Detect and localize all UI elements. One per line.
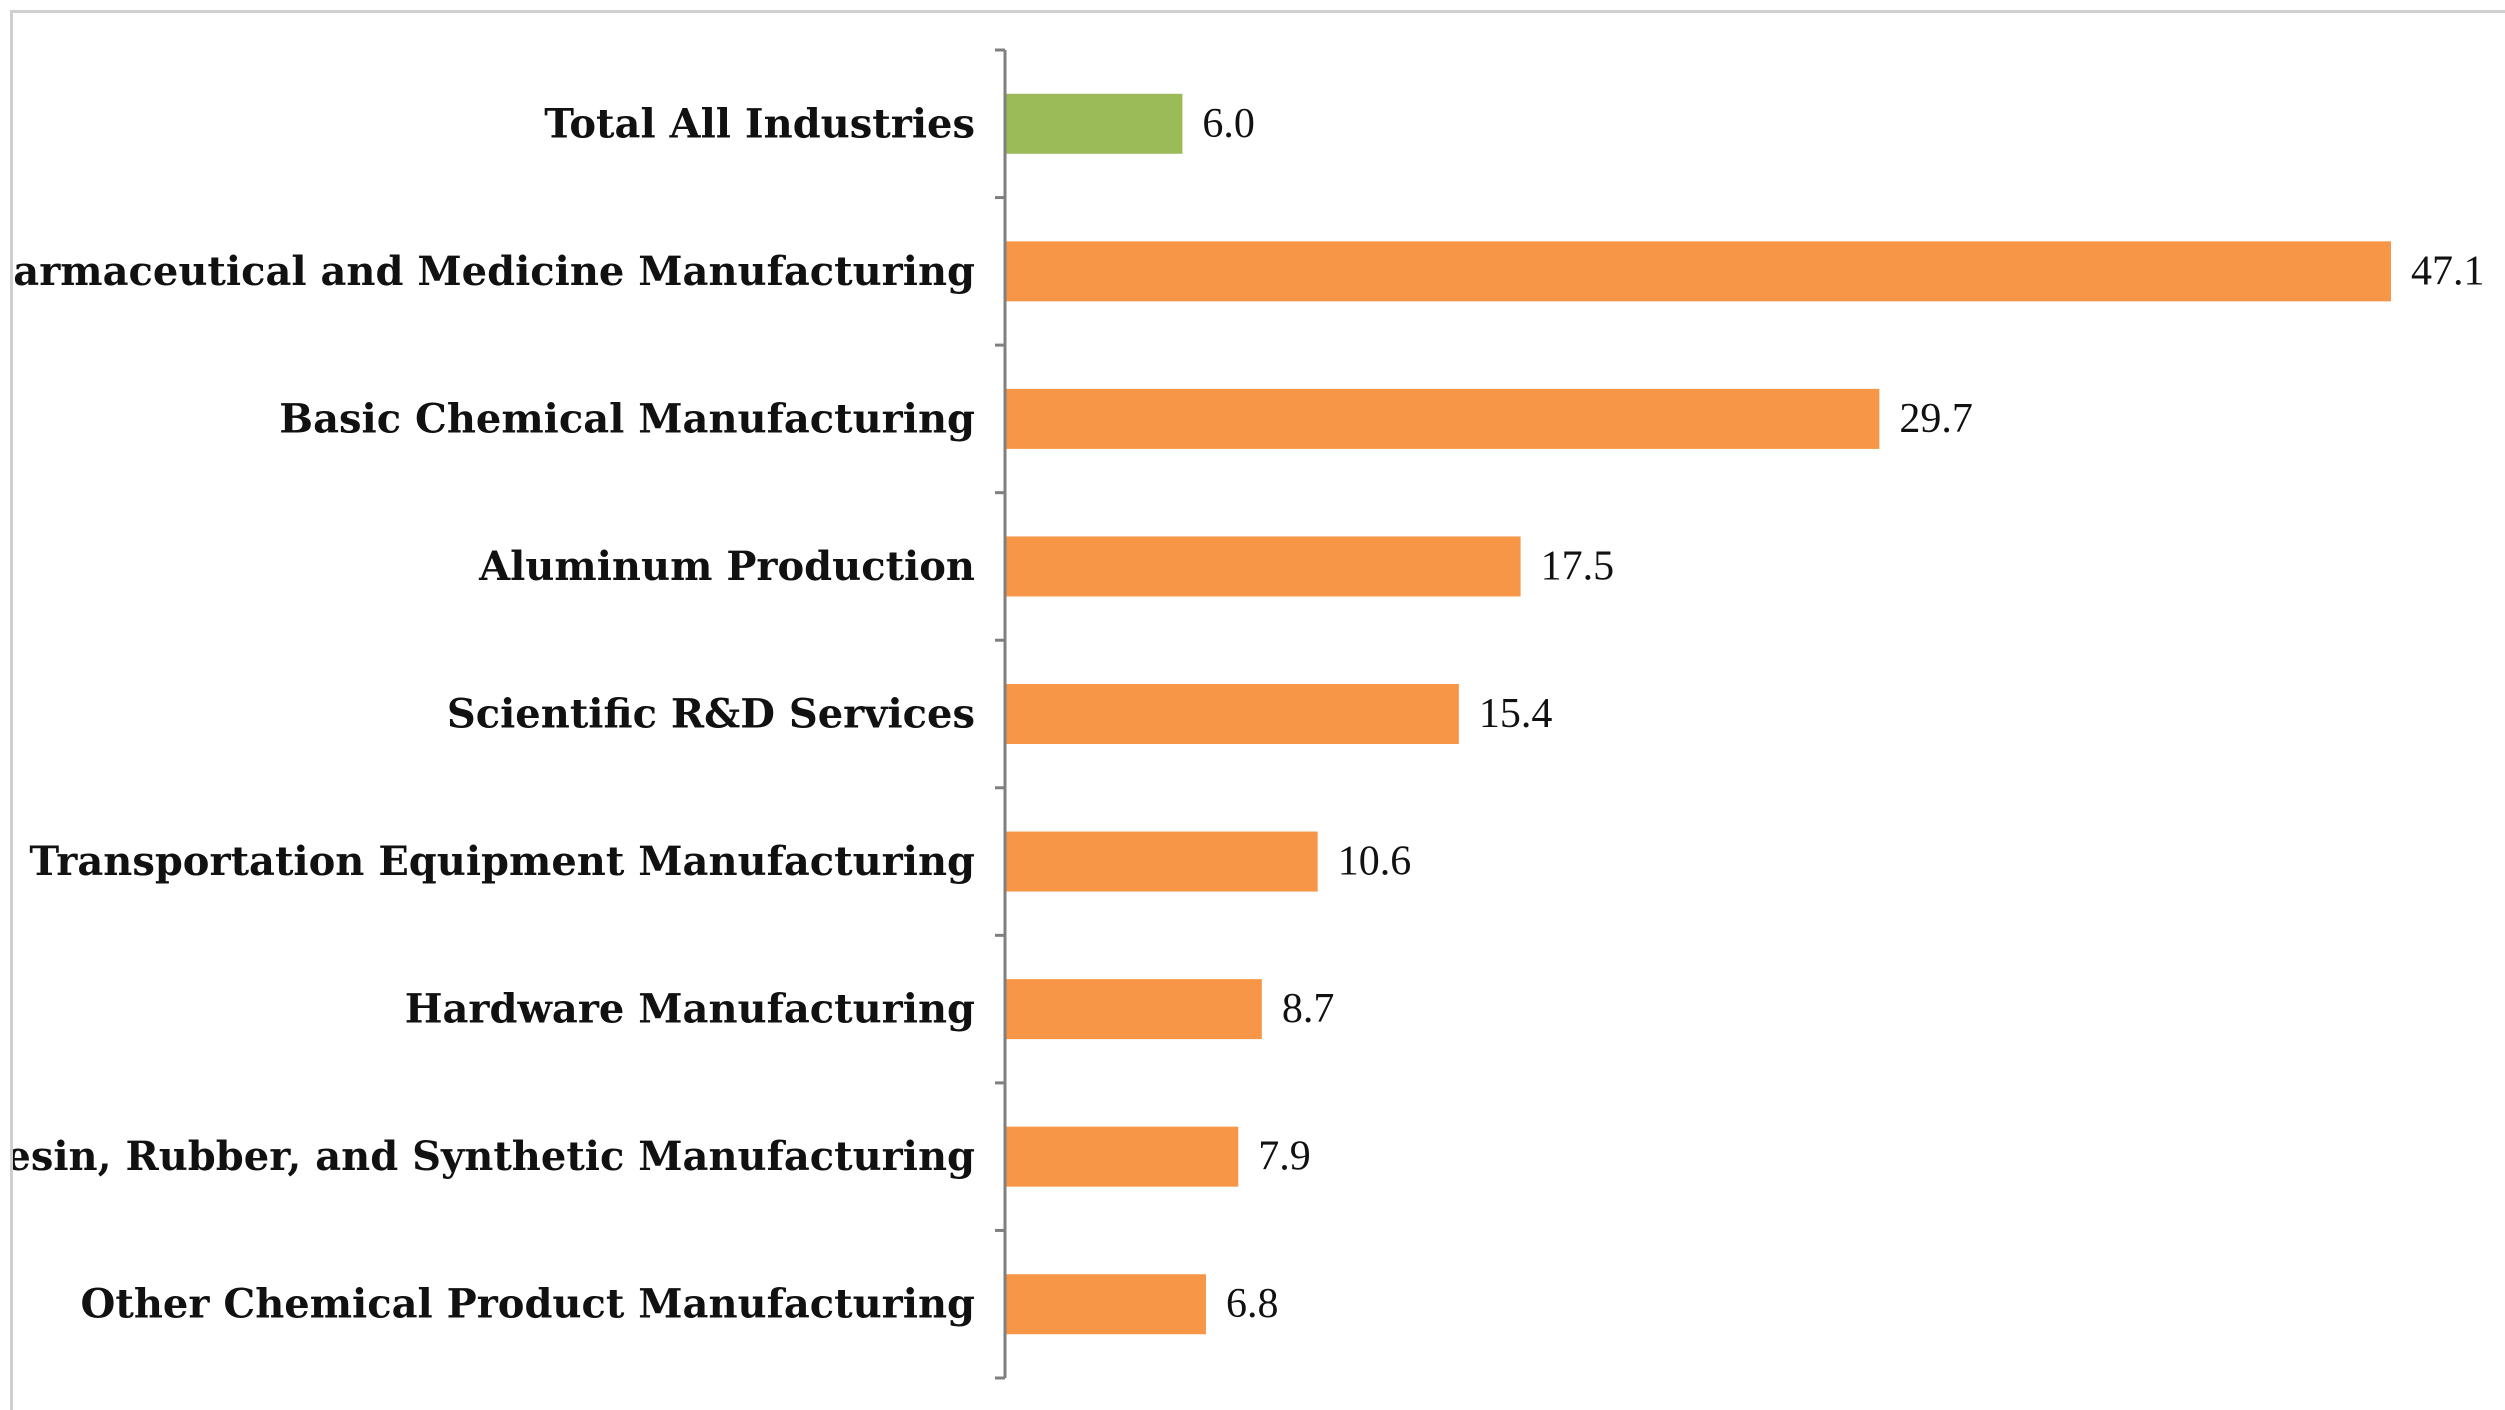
value-label-scientific-randd-services: 15.4 — [1479, 691, 1553, 737]
value-label-pharmaceutical-and-medicine-manufacturing: 47.1 — [2411, 248, 2485, 294]
bar-transportation-equipment-manufacturing — [1006, 831, 1318, 892]
category-label-transportation-equipment-manufacturing: Transportation Equipment Manufacturing — [29, 838, 975, 885]
category-axis — [995, 48, 1007, 1380]
value-label-basic-chemical-manufacturing: 29.7 — [1899, 396, 1973, 442]
bar-total-all-industries — [1006, 93, 1183, 154]
bar-basic-chemical-manufacturing — [1006, 388, 1880, 449]
chart-frame: Total All Industries 6.0 Pharmaceutical an… — [10, 10, 2505, 1410]
category-label-total-all-industries: Total All Industries — [544, 100, 975, 147]
category-label-hardware-manufacturing: Hardware Manufacturing — [405, 986, 975, 1033]
value-label-transportation-equipment-manufacturing: 10.6 — [1338, 839, 1412, 885]
category-label-basic-chemical-manufacturing: Basic Chemical Manufacturing — [279, 395, 975, 442]
category-label-other-chemical-product-manufacturing: Other Chemical Product Manufacturing — [81, 1281, 976, 1328]
category-label-pharmaceutical-and-medicine-manufacturing: Pharmaceutical and Medicine Manufacturin… — [13, 248, 975, 295]
bars-layer — [1006, 93, 2391, 1335]
bar-scientific-randd-services — [1006, 684, 1459, 744]
value-label-other-chemical-product-manufacturing: 6.8 — [1226, 1281, 1279, 1327]
value-label-total-all-industries: 6.0 — [1202, 101, 1255, 147]
category-label-resin-rubber-and-synthetic-manufacturing: Resin, Rubber, and Synthetic Manufacturi… — [13, 1133, 975, 1180]
labels-layer: Total All Industries 6.0 Pharmaceutical an… — [13, 100, 2485, 1327]
bar-chart: Total All Industries 6.0 Pharmaceutical an… — [13, 48, 2485, 1380]
category-label-aluminum-production: Aluminum Production — [478, 543, 975, 590]
bar-hardware-manufacturing — [1006, 979, 1262, 1040]
bar-aluminum-production — [1006, 536, 1521, 597]
value-label-hardware-manufacturing: 8.7 — [1282, 986, 1335, 1032]
value-label-aluminum-production: 17.5 — [1541, 543, 1615, 589]
value-label-resin-rubber-and-synthetic-manufacturing: 7.9 — [1258, 1134, 1311, 1180]
bar-pharmaceutical-and-medicine-manufacturing — [1006, 241, 2391, 302]
bar-other-chemical-product-manufacturing — [1006, 1274, 1206, 1335]
bar-resin-rubber-and-synthetic-manufacturing — [1006, 1126, 1239, 1187]
category-label-scientific-randd-services: Scientific R&D Services — [447, 691, 975, 738]
